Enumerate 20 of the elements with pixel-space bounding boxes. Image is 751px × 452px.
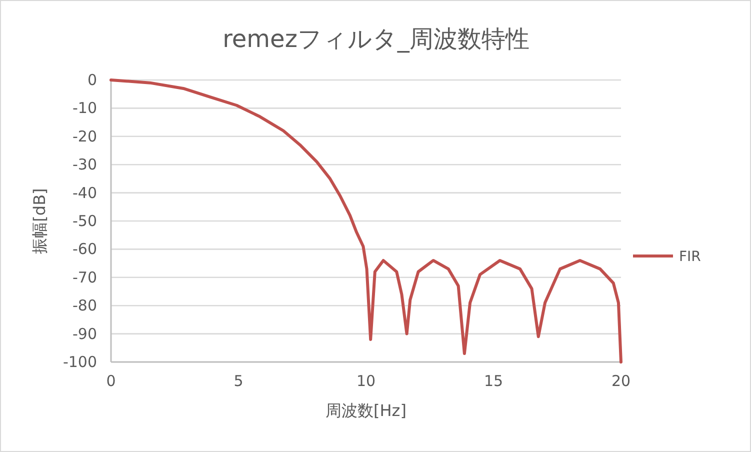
y-tick-label: -30	[72, 156, 97, 174]
x-axis-title: 周波数[Hz]	[326, 401, 406, 420]
y-tick-label: -40	[72, 184, 97, 202]
y-tick-label: -100	[62, 353, 97, 371]
y-tick-label: -20	[72, 127, 97, 146]
chart-title: remezフィルタ_周波数特性	[222, 25, 530, 53]
x-tick-label: 20	[611, 372, 631, 390]
y-tick-label: -60	[72, 240, 97, 258]
y-tick-label: -50	[72, 212, 97, 230]
x-tick-label: 5	[234, 372, 244, 390]
y-tick-label: 0	[87, 71, 97, 89]
y-tick-label: -90	[72, 324, 97, 343]
y-axis-title: 振幅[dB]	[30, 188, 49, 254]
y-tick-label: -70	[72, 268, 97, 286]
x-tick-label: 0	[106, 372, 116, 390]
x-tick-label: 15	[484, 372, 504, 390]
y-tick-label: -80	[72, 296, 97, 315]
legend-label: FIR	[679, 249, 702, 265]
y-tick-label: -10	[72, 99, 97, 118]
x-tick-label: 10	[356, 372, 376, 390]
